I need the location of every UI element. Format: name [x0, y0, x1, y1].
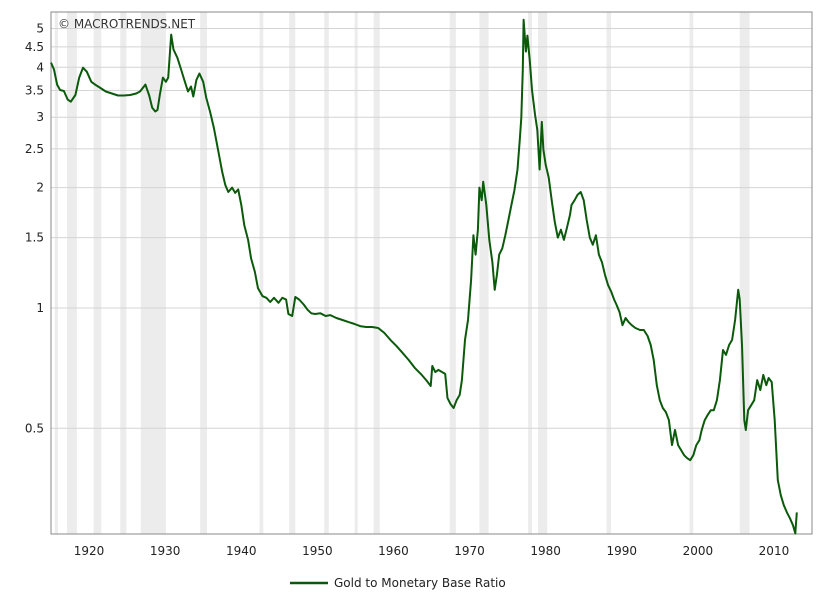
y-tick-label: 2.5 [25, 142, 44, 156]
y-tick-label: 4 [36, 60, 44, 74]
recession-band [120, 12, 127, 534]
recession-band [200, 12, 208, 534]
plot-frame [50, 11, 813, 535]
recession-band [54, 12, 58, 534]
y-tick-label: 3.5 [25, 83, 44, 97]
series-lines [50, 18, 798, 535]
x-tick-label: 2000 [683, 544, 714, 558]
x-tick-label: 2010 [759, 544, 790, 558]
x-tick-label: 1960 [378, 544, 409, 558]
series-line-gold-to-monetary-base-ratio [50, 18, 798, 535]
recession-band [93, 12, 102, 534]
recession-band [140, 12, 166, 534]
recession-band [449, 12, 456, 534]
y-tick-label: 1.5 [25, 231, 44, 245]
legend-label[interactable]: Gold to Monetary Base Ratio [334, 576, 506, 590]
y-axis: 0.5 1 1.5 2 2.5 3 3.5 4 4.5 5 [25, 22, 44, 436]
recession-band [373, 12, 380, 534]
y-tick-label: 4.5 [25, 40, 44, 54]
y-tick-label: 1 [36, 301, 44, 315]
x-tick-label: 1970 [454, 544, 485, 558]
watermark: © MACROTRENDS.NET [58, 17, 196, 31]
recession-band [354, 12, 358, 534]
recession-band [528, 12, 532, 534]
x-tick-label: 1950 [302, 544, 333, 558]
y-tick-label: 3 [36, 110, 44, 124]
recession-band [324, 12, 329, 534]
recession-band [739, 12, 750, 534]
recession-band [479, 12, 489, 534]
x-axis: 1920 1930 1940 1950 1960 1970 1980 1990 2000 2010 [74, 544, 789, 558]
recession-band [538, 12, 548, 534]
x-tick-label: 1920 [74, 544, 105, 558]
y-tick-label: 5 [36, 22, 44, 36]
recession-band [606, 12, 612, 534]
recession-band [689, 12, 694, 534]
legend[interactable]: Gold to Monetary Base Ratio [290, 576, 506, 590]
x-tick-label: 1980 [530, 544, 561, 558]
x-tick-label: 1990 [606, 544, 637, 558]
y-tick-label: 0.5 [25, 421, 44, 435]
recession-band [259, 12, 264, 534]
x-tick-label: 1940 [226, 544, 257, 558]
gridlines [51, 28, 812, 429]
recession-band [66, 12, 77, 534]
x-tick-label: 1930 [150, 544, 181, 558]
recession-band [289, 12, 296, 534]
recession-bands [54, 12, 750, 534]
y-tick-label: 2 [36, 181, 44, 195]
